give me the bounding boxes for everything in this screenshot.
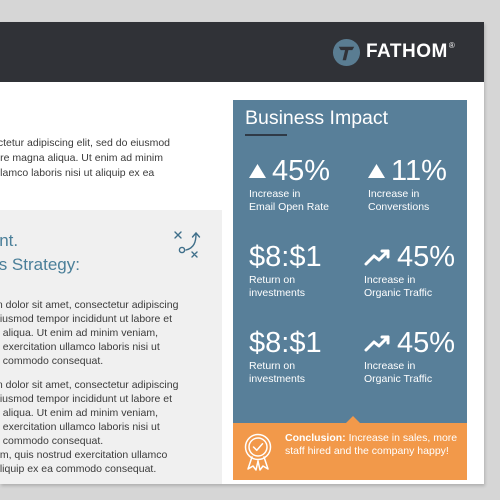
conclusion-text: Conclusion: Increase in sales, more staf… xyxy=(285,432,461,458)
stat-label: Return on investments xyxy=(249,360,306,385)
brand-name: FATHOM® xyxy=(366,41,456,62)
stat-return-on-investments-2: $8:$1 Return on investments xyxy=(249,326,322,386)
fathom-logo-icon xyxy=(332,38,361,66)
conclusion-banner: Conclusion: Increase in sales, more staf… xyxy=(233,416,467,480)
trend-up-icon xyxy=(364,335,390,352)
strategy-paragraph-1: m dolor sit amet, consectetur adipiscing… xyxy=(0,299,179,367)
stat-value: 45% xyxy=(397,241,456,273)
stat-value: $8:$1 xyxy=(249,327,322,359)
strategy-title: oint. n's Strategy: xyxy=(0,231,80,274)
stat-label: Increase in Converstions xyxy=(368,188,430,213)
document-page: FATHOM® ectetur adipiscing elit, sed do … xyxy=(0,22,484,484)
header-bar: FATHOM® xyxy=(0,22,484,82)
intro-paragraph: ectetur adipiscing elit, sed do eiusmod … xyxy=(0,136,226,181)
triangle-up-icon xyxy=(368,164,385,178)
stat-label: Return on investments xyxy=(249,274,306,299)
conclusion-body: Increase in sales, more staff hired and … xyxy=(285,432,458,457)
stat-organic-traffic: 45% Increase in Organic Traffic xyxy=(364,240,455,300)
award-badge-icon xyxy=(244,433,272,471)
stat-conversions: 11% Increase in Converstions xyxy=(368,154,447,214)
stat-return-on-investments: $8:$1 Return on investments xyxy=(249,240,322,300)
stat-value: 11% xyxy=(391,155,447,187)
stat-label: Increase in Organic Traffic xyxy=(364,360,433,385)
stat-email-open-rate: 45% Increase in Email Open Rate xyxy=(249,154,330,214)
trend-up-icon xyxy=(364,249,390,266)
conclusion-pointer xyxy=(346,416,360,423)
stat-value: 45% xyxy=(397,327,456,359)
conclusion-label: Conclusion: xyxy=(285,432,346,444)
intro-line: lore magna aliqua. Ut enim ad minim xyxy=(0,152,163,164)
strategy-box: oint. n's Strategy: m dolor sit amet, co… xyxy=(0,210,222,484)
title-underline xyxy=(245,134,287,136)
stat-label: Increase in Email Open Rate xyxy=(249,188,329,213)
intro-line: ullamco laboris nisi ut aliquip ex ea xyxy=(0,167,155,179)
stat-label: Increase in Organic Traffic xyxy=(364,274,433,299)
stat-value: 45% xyxy=(272,155,331,187)
intro-line: ectetur adipiscing elit, sed do eiusmod xyxy=(0,137,171,149)
strategy-paragraph-2: m dolor sit amet, consectetur adipiscing… xyxy=(0,379,179,475)
play-strategy-icon xyxy=(174,231,201,258)
impact-title: Business Impact xyxy=(245,107,389,129)
business-impact-panel: Business Impact 45% Increase in Email Op… xyxy=(233,100,467,480)
triangle-up-icon xyxy=(249,164,266,178)
brand-logo: FATHOM® xyxy=(332,37,455,67)
stat-value: $8:$1 xyxy=(249,241,322,273)
stat-organic-traffic-2: 45% Increase in Organic Traffic xyxy=(364,326,455,386)
